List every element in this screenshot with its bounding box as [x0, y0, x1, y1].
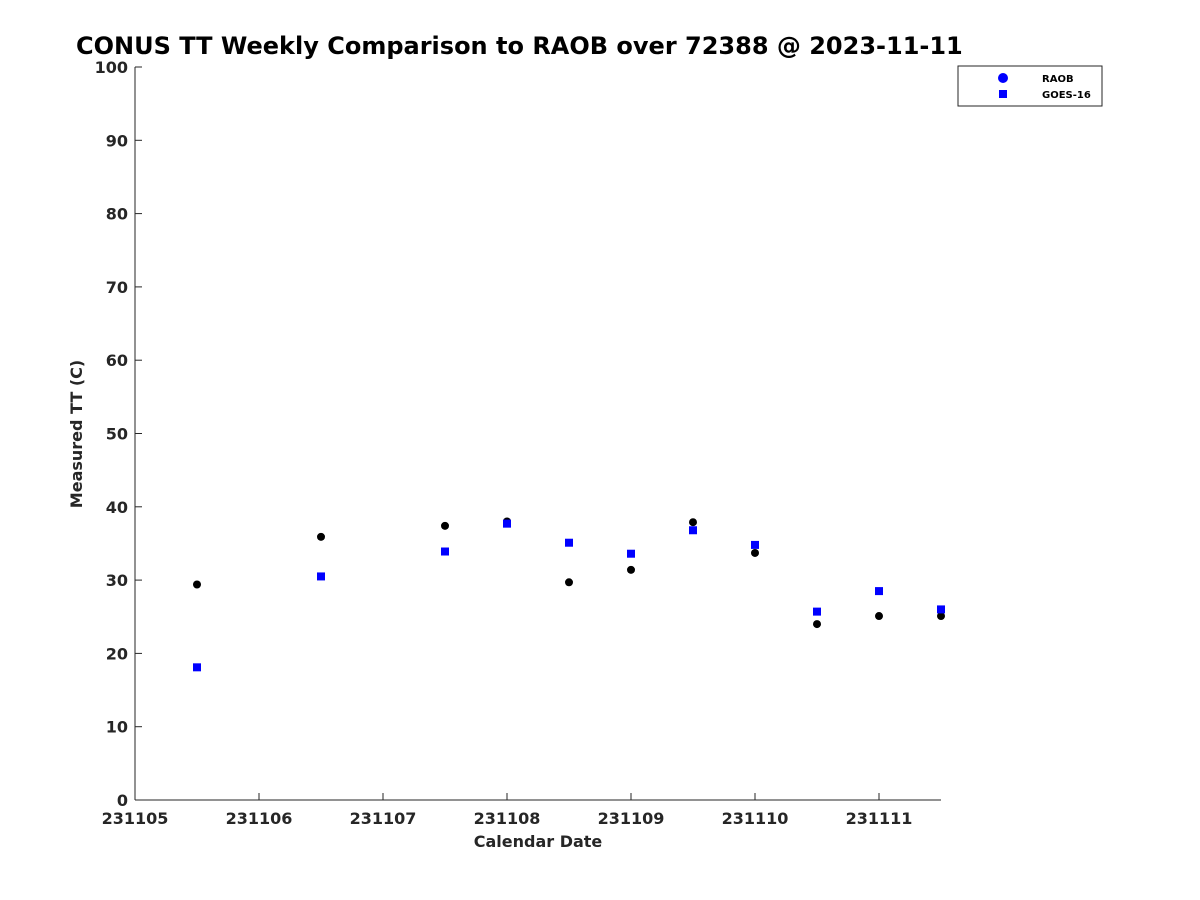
- chart-title: CONUS TT Weekly Comparison to RAOB over …: [76, 32, 963, 60]
- y-ticks: 0 10 20 30 40 50 60 70 80 90 100: [95, 58, 142, 810]
- y-tick-label: 10: [106, 718, 128, 737]
- legend-marker-goes-16: [999, 90, 1007, 98]
- x-tick-label: 231109: [598, 809, 665, 828]
- x-axis-label: Calendar Date: [474, 832, 603, 851]
- legend-marker-raob: [998, 73, 1008, 83]
- x-tick-label: 231111: [846, 809, 913, 828]
- legend-label-raob: RAOB: [1042, 74, 1074, 85]
- goes-16-point: [751, 540, 759, 549]
- raob-point: [317, 532, 325, 541]
- raob-point: [193, 580, 201, 589]
- legend-items: RAOB GOES-16: [998, 73, 1091, 101]
- goes-16-point: [689, 526, 697, 535]
- goes-16-point: [317, 572, 325, 581]
- raob-point: [751, 548, 759, 557]
- y-tick-label: 20: [106, 644, 128, 663]
- goes-16-point: [875, 587, 883, 596]
- x-ticks: 231105 231106 231107 231108 231109 231110 2311…: [102, 793, 913, 828]
- x-tick-label: 231110: [722, 809, 789, 828]
- y-tick-label: 60: [106, 351, 128, 370]
- y-tick-label: 30: [106, 571, 128, 590]
- y-tick-label: 50: [106, 425, 128, 444]
- y-tick-label: 100: [95, 58, 128, 77]
- raob-point: [689, 518, 697, 527]
- x-tick-label: 231105: [102, 809, 169, 828]
- legend: RAOB GOES-16: [957, 65, 1103, 107]
- legend-box: [957, 65, 1103, 107]
- y-axis-label: Measured TT (C): [67, 360, 86, 508]
- y-tick-label: 0: [117, 791, 128, 810]
- goes-16-point: [627, 549, 635, 558]
- y-tick-label: 90: [106, 131, 128, 150]
- goes-16-point: [503, 519, 511, 528]
- y-tick-label: 40: [106, 498, 128, 517]
- raob-point: [441, 521, 449, 530]
- raob-point: [565, 578, 573, 587]
- x-tick-label: 231108: [474, 809, 541, 828]
- goes-16-point: [813, 607, 821, 616]
- x-tick-label: 231107: [350, 809, 417, 828]
- y-tick-label: 70: [106, 278, 128, 297]
- goes-16-point: [441, 547, 449, 556]
- goes-16-point: [937, 605, 945, 614]
- raob-point: [875, 612, 883, 621]
- raob-point: [813, 620, 821, 629]
- goes-16-point: [193, 663, 201, 672]
- goes-16-point: [565, 538, 573, 547]
- data-points: [193, 517, 945, 672]
- raob-point: [627, 565, 635, 574]
- x-tick-label: 231106: [226, 809, 293, 828]
- axes: [134, 67, 941, 801]
- legend-label-goes-16: GOES-16: [1042, 90, 1091, 101]
- y-tick-label: 80: [106, 205, 128, 224]
- raob-point: [937, 612, 945, 621]
